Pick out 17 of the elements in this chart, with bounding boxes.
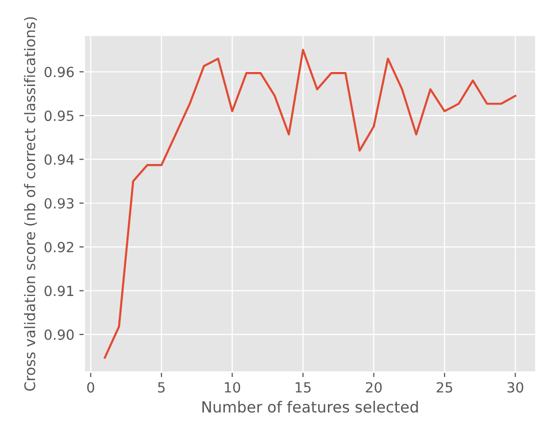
x-tick-label: 5 <box>158 382 165 393</box>
x-tick-label: 25 <box>436 382 452 393</box>
x-tick-label: 20 <box>366 382 382 393</box>
y-tick-label: 0.92 <box>44 242 74 252</box>
x-axis-title: Number of features selected <box>202 400 418 413</box>
y-axis-title: Cross validation score (nb of correct classifications) <box>24 17 38 391</box>
x-tick-label: 30 <box>508 382 524 393</box>
line-series <box>104 48 516 359</box>
y-tick-label: 0.96 <box>44 66 74 78</box>
x-tick-label: 0 <box>87 382 94 393</box>
y-tick-label: 0.94 <box>44 154 74 165</box>
x-tick-label: 15 <box>296 382 311 393</box>
y-tick-label: 0.90 <box>44 329 74 340</box>
y-tick-label: 0.95 <box>44 110 74 122</box>
y-tick-label: 0.93 <box>44 198 74 209</box>
y-tick-label: 0.91 <box>44 286 74 296</box>
x-tick-label: 10 <box>224 382 240 393</box>
